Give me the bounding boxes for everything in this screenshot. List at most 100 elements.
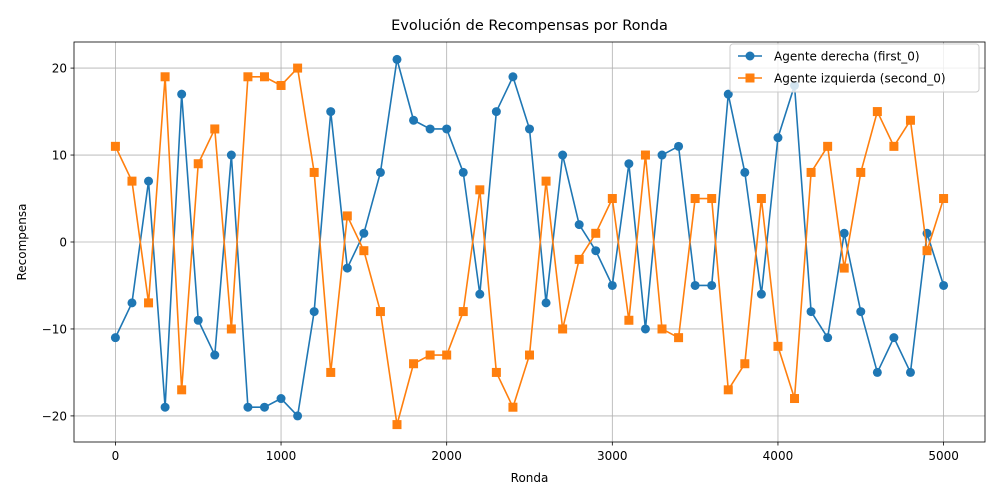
data-point (707, 194, 717, 204)
data-point (707, 280, 717, 290)
x-tick-label: 2000 (431, 449, 462, 463)
data-point (226, 150, 236, 160)
data-point (541, 298, 551, 308)
data-point (674, 333, 684, 343)
data-point (591, 246, 601, 256)
data-point (723, 89, 733, 99)
data-point (889, 333, 899, 343)
data-point (226, 324, 236, 334)
data-point (193, 159, 203, 169)
data-point (491, 367, 501, 377)
data-point (640, 324, 650, 334)
data-point (326, 107, 336, 117)
data-point (276, 394, 286, 404)
data-point (193, 315, 203, 325)
data-point (110, 141, 120, 151)
series-2 (110, 63, 949, 430)
legend-swatch-marker (745, 51, 755, 61)
data-point (690, 280, 700, 290)
data-point (475, 185, 485, 195)
y-tick-label: −10 (42, 322, 67, 336)
data-point (591, 228, 601, 238)
data-point (574, 220, 584, 230)
data-point (259, 402, 269, 412)
data-point (905, 115, 915, 125)
legend-swatch-marker (745, 73, 755, 83)
data-point (442, 350, 452, 360)
data-point (657, 150, 667, 160)
data-point (558, 150, 568, 160)
data-point (790, 394, 800, 404)
data-point (442, 124, 452, 134)
data-point (259, 72, 269, 82)
y-tick-label: 20 (52, 62, 67, 76)
data-point (823, 141, 833, 151)
data-point (508, 402, 518, 412)
data-point (160, 72, 170, 82)
data-point (127, 298, 137, 308)
data-point (541, 176, 551, 186)
data-point (491, 107, 501, 117)
x-axis-title: Ronda (511, 471, 549, 485)
data-point (144, 176, 154, 186)
data-point (756, 289, 766, 299)
legend-label: Agente derecha (first_0) (774, 50, 920, 64)
data-point (922, 246, 932, 256)
data-point (624, 159, 634, 169)
data-point (939, 280, 949, 290)
data-point (177, 89, 187, 99)
data-point (839, 263, 849, 273)
y-tick-label: 10 (52, 149, 67, 163)
data-point (276, 80, 286, 90)
data-point (425, 350, 435, 360)
data-point (293, 63, 303, 73)
data-point (905, 367, 915, 377)
data-point (872, 367, 882, 377)
legend-item: Agente izquierda (second_0) (738, 72, 946, 86)
data-point (409, 359, 419, 369)
data-point (839, 228, 849, 238)
data-point (823, 333, 833, 343)
data-point (243, 72, 253, 82)
data-point (607, 280, 617, 290)
data-point (144, 298, 154, 308)
data-point (624, 315, 634, 325)
data-point (674, 141, 684, 151)
data-point (607, 194, 617, 204)
data-point (856, 307, 866, 317)
data-point (392, 54, 402, 64)
data-point (740, 359, 750, 369)
data-point (525, 124, 534, 134)
x-tick-label: 5000 (928, 449, 959, 463)
data-point (856, 167, 866, 177)
y-tick-label: 0 (59, 236, 67, 250)
data-point (342, 211, 352, 221)
data-point (210, 350, 220, 360)
data-point (806, 307, 816, 317)
data-point (806, 167, 816, 177)
data-point (243, 402, 253, 412)
legend-item: Agente derecha (first_0) (738, 50, 920, 64)
data-point (640, 150, 650, 160)
data-point (773, 341, 783, 351)
data-point (392, 420, 402, 430)
data-point (326, 367, 336, 377)
data-point (359, 246, 369, 256)
data-point (309, 167, 319, 177)
x-tick-label: 1000 (266, 449, 297, 463)
data-point (756, 194, 766, 204)
data-point (558, 324, 568, 334)
y-axis-title: Recompensa (15, 203, 29, 280)
chart-title: Evolución de Recompensas por Ronda (391, 18, 668, 34)
data-point (127, 176, 137, 186)
ticks: 0 1000 2000 3000 4000 5000 −20 −10 0 10 20 (42, 62, 959, 463)
data-point (872, 107, 882, 117)
data-point (359, 228, 369, 238)
data-point (574, 254, 584, 264)
data-point (293, 411, 303, 421)
data-point (939, 194, 949, 204)
data-point (458, 307, 468, 317)
legend-box (729, 43, 980, 93)
data-point (309, 307, 319, 317)
